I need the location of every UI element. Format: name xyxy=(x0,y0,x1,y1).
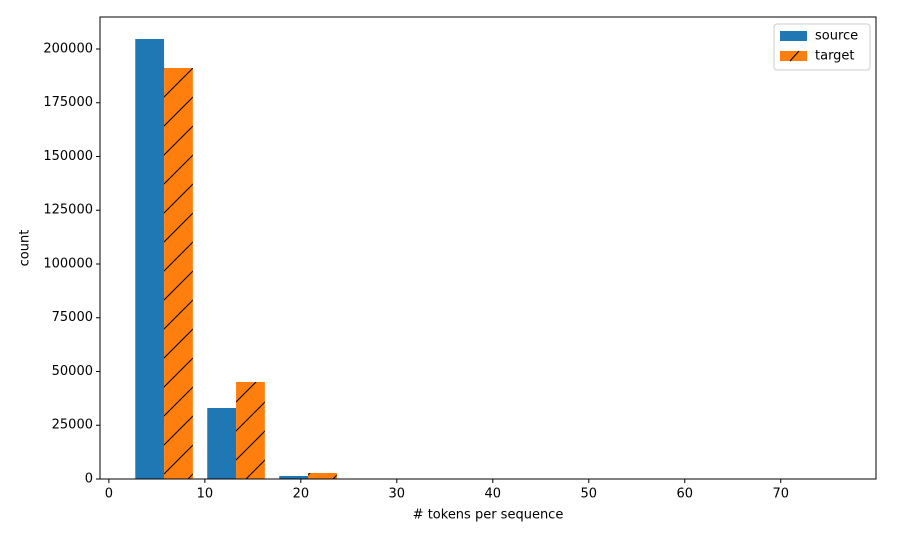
x-tick-label: 10 xyxy=(197,487,214,502)
y-tick-label: 200000 xyxy=(43,41,93,56)
bar xyxy=(207,408,237,479)
plot-frame xyxy=(99,16,877,480)
y-tick-label: 175000 xyxy=(43,95,93,110)
bar-hatch xyxy=(164,67,193,479)
x-tick-label: 20 xyxy=(293,487,310,502)
y-tick-label: 0 xyxy=(85,472,93,487)
y-tick-label: 100000 xyxy=(43,256,93,271)
x-tick-label: 30 xyxy=(389,487,406,502)
bar xyxy=(135,38,165,480)
y-tick-label: 75000 xyxy=(52,310,93,325)
x-tick-label: 60 xyxy=(676,487,693,502)
y-tick-label: 150000 xyxy=(43,149,93,164)
legend-hatch xyxy=(789,50,800,62)
y-tick-label: 25000 xyxy=(52,418,93,433)
legend-label: target xyxy=(815,49,855,64)
y-axis-label: count xyxy=(18,230,33,267)
legend-swatch xyxy=(780,51,807,61)
bar-hatch xyxy=(236,381,265,479)
legend-swatch xyxy=(780,31,807,41)
bar xyxy=(279,475,309,479)
x-tick-label: 40 xyxy=(485,487,502,502)
legend-label: source xyxy=(815,29,858,44)
x-tick-label: 0 xyxy=(105,487,113,502)
y-tick-label: 125000 xyxy=(43,203,93,218)
x-tick-label: 50 xyxy=(581,487,598,502)
x-axis-label: # tokens per sequence xyxy=(413,508,564,523)
bar-hatch xyxy=(308,473,337,479)
y-tick-label: 50000 xyxy=(52,364,93,379)
x-tick-label: 70 xyxy=(772,487,789,502)
